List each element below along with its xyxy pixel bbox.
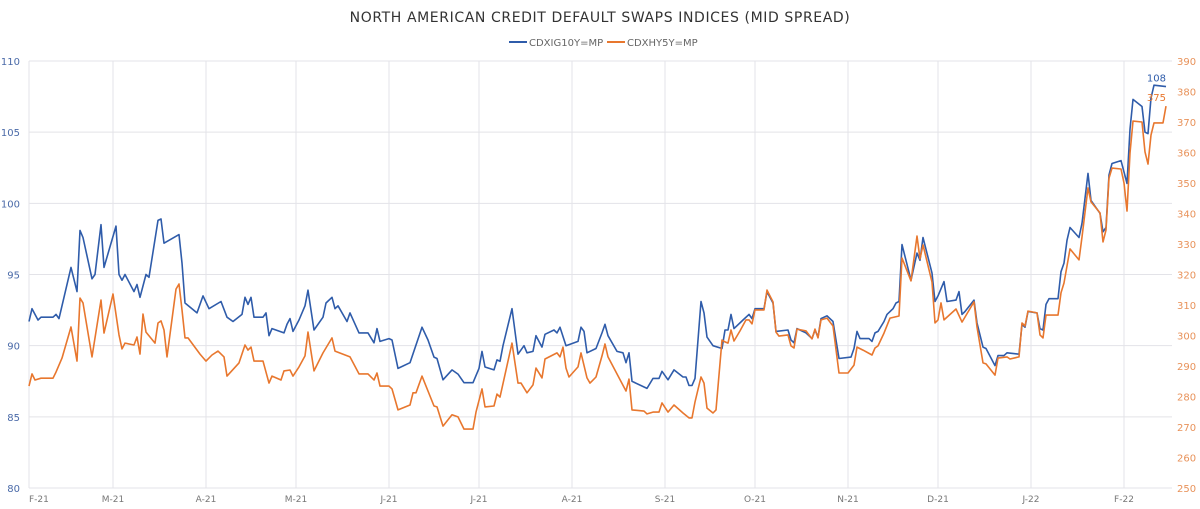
legend-label-hy: CDXHY5Y=MP — [627, 38, 698, 49]
y-right-tick-label: 360 — [1177, 149, 1196, 160]
y-right-tick-label: 380 — [1177, 88, 1196, 99]
y-left-tick-label: 110 — [1, 57, 20, 68]
x-tick-label: A-21 — [562, 495, 583, 505]
x-tick-label: J-21 — [469, 495, 487, 505]
x-tick-label: O-21 — [744, 495, 766, 505]
gridlines — [28, 60, 1172, 489]
x-tick-label: D-21 — [927, 495, 949, 505]
y-right-tick-label: 280 — [1177, 393, 1196, 404]
x-tick-label: S-21 — [655, 495, 675, 505]
series-line-cdxhy5y — [28, 105, 1167, 430]
x-tick-label: F-21 — [29, 495, 49, 505]
series-line-cdxig10y — [28, 84, 1167, 390]
series-lines: 108 375 — [28, 74, 1167, 430]
x-tick-label: A-21 — [196, 495, 217, 505]
y-right-tick-label: 330 — [1177, 240, 1196, 251]
y-right-tick-label: 310 — [1177, 301, 1196, 312]
x-tick-label: F-22 — [1114, 495, 1134, 505]
axes: 80 85 90 95 100 105 110 250 260 270 280 290 300 310 32… — [1, 57, 1196, 505]
end-value-label: 375 — [1147, 93, 1166, 104]
chart-title: NORTH AMERICAN CREDIT DEFAULT SWAPS INDI… — [350, 10, 851, 26]
x-tick-label: J-21 — [379, 495, 397, 505]
y-right-tick-label: 250 — [1177, 484, 1196, 495]
x-tick-label: M-21 — [285, 495, 307, 505]
y-right-tick-label: 370 — [1177, 118, 1196, 129]
y-left-tick-label: 105 — [1, 128, 20, 139]
y-right-tick-label: 340 — [1177, 210, 1196, 221]
x-tick-label: M-21 — [102, 495, 124, 505]
y-right-tick-label: 260 — [1177, 454, 1196, 465]
legend-label-ig: CDXIG10Y=MP — [529, 38, 603, 49]
y-left-tick-label: 90 — [7, 342, 20, 353]
y-left-tick-label: 95 — [7, 271, 20, 282]
y-left-tick-label: 100 — [1, 199, 20, 210]
y-right-tick-label: 270 — [1177, 423, 1196, 434]
end-value-label: 108 — [1147, 74, 1166, 85]
legend: CDXIG10Y=MP CDXHY5Y=MP — [509, 38, 698, 49]
y-left-tick-label: 80 — [7, 484, 20, 495]
y-right-tick-label: 300 — [1177, 332, 1196, 343]
y-right-tick-label: 390 — [1177, 57, 1196, 68]
x-tick-label: J-22 — [1021, 495, 1039, 505]
x-tick-label: N-21 — [837, 495, 858, 505]
y-left-tick-label: 85 — [7, 413, 20, 424]
y-right-tick-label: 320 — [1177, 271, 1196, 282]
y-right-tick-label: 290 — [1177, 362, 1196, 373]
y-right-tick-label: 350 — [1177, 179, 1196, 190]
